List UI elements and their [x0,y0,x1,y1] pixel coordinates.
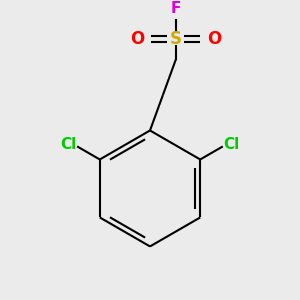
Text: F: F [171,2,181,16]
Text: Cl: Cl [60,137,76,152]
Text: S: S [170,30,182,48]
Text: Cl: Cl [224,137,240,152]
Text: O: O [130,30,145,48]
Text: O: O [207,30,221,48]
